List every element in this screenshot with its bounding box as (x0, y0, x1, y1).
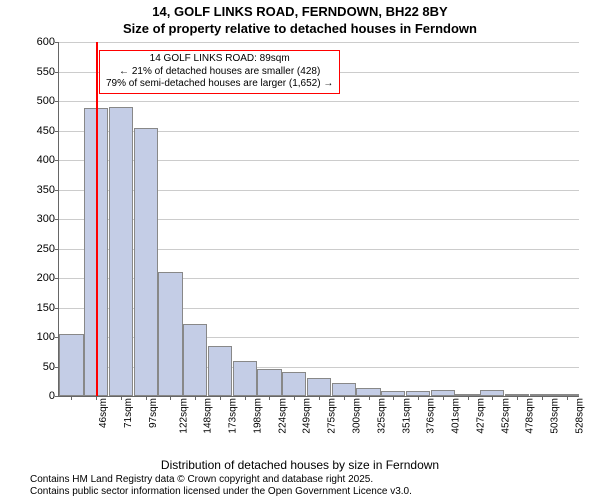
x-tick-label: 71sqm (120, 398, 134, 428)
y-tick-mark (55, 308, 59, 309)
x-tick-label: 325sqm (373, 398, 387, 434)
x-tick-mark (443, 396, 444, 400)
gridline (59, 42, 579, 43)
x-tick-label: 173sqm (225, 398, 239, 434)
footer-line1: Contains HM Land Registry data © Crown c… (30, 474, 412, 486)
y-tick-mark (55, 396, 59, 397)
x-tick-mark (492, 396, 493, 400)
bar (134, 128, 158, 396)
x-tick-mark (245, 396, 246, 400)
x-tick-label: 275sqm (324, 398, 338, 434)
x-tick-label: 300sqm (349, 398, 363, 434)
x-tick-mark (344, 396, 345, 400)
plot-area: 14 GOLF LINKS ROAD: 89sqm ← 21% of detac… (58, 42, 579, 397)
x-tick-label: 122sqm (175, 398, 189, 434)
y-tick-mark (55, 131, 59, 132)
bar (356, 388, 380, 396)
x-tick-label: 376sqm (423, 398, 437, 434)
x-tick-label: 427sqm (472, 398, 486, 434)
x-tick-mark (319, 396, 320, 400)
bar (59, 334, 83, 396)
x-tick-label: 148sqm (200, 398, 214, 434)
x-tick-mark (71, 396, 72, 400)
x-tick-label: 249sqm (299, 398, 313, 434)
x-tick-label: 478sqm (522, 398, 536, 434)
x-tick-mark (369, 396, 370, 400)
x-tick-label: 452sqm (497, 398, 511, 434)
x-tick-mark (393, 396, 394, 400)
bar (282, 372, 306, 396)
footer: Contains HM Land Registry data © Crown c… (30, 474, 412, 498)
y-tick-mark (55, 42, 59, 43)
footer-line2: Contains public sector information licen… (30, 486, 412, 498)
x-tick-label: 97sqm (145, 398, 159, 428)
chart-title-line2: Size of property relative to detached ho… (0, 21, 600, 36)
bar (257, 369, 281, 396)
y-tick-mark (55, 219, 59, 220)
bar (332, 383, 356, 396)
highlight-line (96, 42, 98, 396)
x-tick-mark (96, 396, 97, 400)
x-tick-label: 224sqm (274, 398, 288, 434)
x-tick-mark (121, 396, 122, 400)
annotation-line3: 79% of semi-detached houses are larger (… (106, 78, 333, 91)
y-tick-mark (55, 190, 59, 191)
annotation-line1: 14 GOLF LINKS ROAD: 89sqm (106, 53, 333, 66)
x-tick-label: 528sqm (571, 398, 585, 434)
annotation-box: 14 GOLF LINKS ROAD: 89sqm ← 21% of detac… (99, 50, 340, 94)
chart-container: 14, GOLF LINKS ROAD, FERNDOWN, BH22 8BY … (0, 0, 600, 500)
x-tick-mark (294, 396, 295, 400)
x-tick-mark (567, 396, 568, 400)
x-tick-mark (170, 396, 171, 400)
x-tick-mark (195, 396, 196, 400)
x-tick-label: 46sqm (95, 398, 109, 428)
bar (109, 107, 133, 396)
x-tick-label: 554sqm (596, 398, 600, 434)
x-tick-label: 351sqm (398, 398, 412, 434)
x-tick-mark (220, 396, 221, 400)
y-tick-mark (55, 160, 59, 161)
annotation-line2: ← 21% of detached houses are smaller (42… (106, 66, 333, 79)
x-tick-mark (418, 396, 419, 400)
y-tick-mark (55, 278, 59, 279)
x-tick-label: 503sqm (547, 398, 561, 434)
y-tick-mark (55, 249, 59, 250)
bar (233, 361, 257, 396)
bar (158, 272, 182, 396)
x-tick-mark (542, 396, 543, 400)
x-axis-label: Distribution of detached houses by size … (0, 458, 600, 472)
x-tick-label: 198sqm (250, 398, 264, 434)
bar (208, 346, 232, 396)
chart-title-line1: 14, GOLF LINKS ROAD, FERNDOWN, BH22 8BY (0, 4, 600, 19)
x-tick-mark (269, 396, 270, 400)
x-tick-mark (517, 396, 518, 400)
y-tick-mark (55, 72, 59, 73)
y-tick-mark (55, 101, 59, 102)
x-tick-mark (468, 396, 469, 400)
bar (307, 378, 331, 396)
gridline (59, 101, 579, 102)
x-tick-mark (146, 396, 147, 400)
bar (183, 324, 207, 396)
x-tick-label: 401sqm (448, 398, 462, 434)
